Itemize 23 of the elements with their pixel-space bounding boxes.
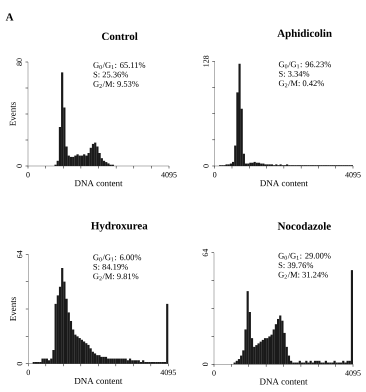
annotation: S: 25.36% bbox=[94, 72, 128, 78]
annotation: G$_{0}$/G$_{1}$: 96.23% bbox=[278, 62, 332, 68]
x-axis-title: DNA content bbox=[260, 378, 308, 385]
chart-title: Nocodazole bbox=[278, 222, 331, 230]
annotation: G$_{2}$/M: 9.53% bbox=[93, 81, 139, 88]
chart-title: Aphidicolin bbox=[277, 29, 332, 40]
x-axis-title: DNA content bbox=[74, 378, 122, 384]
chart-title: Control bbox=[102, 32, 138, 40]
annotation: G$_{2}$/M: 0.42% bbox=[278, 80, 324, 88]
annotation: G$_{0}$/G$_{1}$: 6.00% bbox=[93, 254, 142, 262]
y-axis-title: Events bbox=[10, 297, 16, 321]
annotation: G$_{0}$/G$_{1}$: 29.00% bbox=[278, 252, 331, 260]
x-axis-title: DNA content bbox=[260, 180, 308, 186]
x-axis-title: DNA content bbox=[74, 180, 122, 186]
annotation: G$_{2}$/M: 9.81% bbox=[93, 273, 138, 280]
chart-title: Hydroxurea bbox=[91, 222, 148, 232]
annotation: S: 84.19% bbox=[93, 264, 128, 270]
annotation: G$_{2}$/M: 31.24% bbox=[278, 272, 328, 279]
text: A bbox=[6, 13, 14, 21]
annotation: S: 39.76% bbox=[278, 262, 314, 268]
annotation: G$_{0}$/G$_{1}$: 65.11% bbox=[93, 62, 146, 70]
annotation: S: 3.34% bbox=[279, 70, 310, 77]
y-axis-title: Events bbox=[10, 102, 16, 126]
